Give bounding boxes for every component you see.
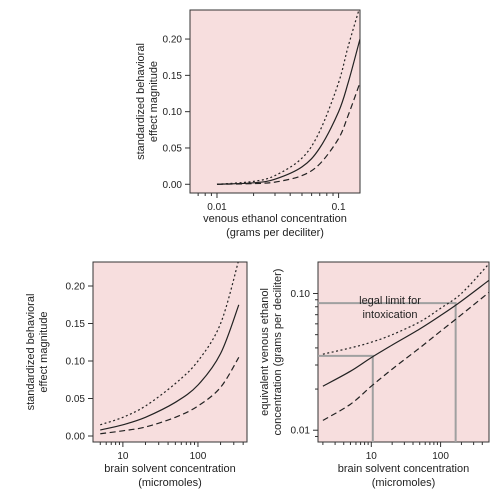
curves-group (322, 263, 489, 421)
x-tick-label: 100 (432, 451, 449, 462)
x-axis-label-units: (grams per deciliter) (226, 227, 324, 239)
series-line-solid (216, 38, 360, 185)
x-axis-label-units: (micromoles) (138, 477, 202, 489)
series-line-dotted (100, 262, 239, 426)
legal-limit-guide-2 (318, 302, 457, 442)
x-tick-label: 0.1 (332, 202, 346, 213)
y-axis-label: standardized behavioral (25, 294, 37, 411)
y-tick-label: 0.10 (291, 289, 311, 300)
y-axis-label-line2: effect magnitude (38, 311, 50, 392)
y-tick-label: 0.20 (66, 282, 86, 293)
y-tick-label: 0.10 (66, 357, 86, 368)
curves-group (216, 10, 360, 185)
plot-area (317, 261, 490, 443)
plot-area (92, 261, 248, 443)
y-tick-label: 0.20 (163, 35, 183, 46)
series-line-dashed (216, 82, 360, 185)
x-axis-label: venous ethanol concentration (203, 213, 347, 225)
y-tick-label: 0.00 (163, 180, 183, 191)
y-tick-label: 0.00 (66, 432, 86, 443)
x-tick-label: 100 (190, 451, 207, 462)
x-axis-label: brain solvent concentration (104, 463, 235, 475)
legal-limit-annotation-line2: intoxication (362, 309, 417, 321)
series-line-dashed (322, 291, 489, 421)
y-tick-label: 0.05 (66, 394, 86, 405)
series-line-dashed (100, 356, 240, 435)
x-axis-label-units: (micromoles) (372, 477, 436, 489)
plot-area (189, 9, 361, 194)
series-line-solid (100, 304, 240, 431)
y-tick-label: 0.15 (66, 319, 86, 330)
x-axis-label: brain solvent concentration (338, 463, 469, 475)
legal-limit-annotation: legal limit for (359, 295, 421, 307)
y-tick-label: 0.05 (163, 143, 183, 154)
x-tick-label: 10 (366, 451, 378, 462)
curves-group (100, 262, 240, 435)
y-axis-label: standardized behavioral (135, 43, 147, 160)
x-tick-label: 10 (117, 451, 129, 462)
y-axis-label: equivalent venous ethanol (259, 288, 271, 416)
y-tick-label: 0.01 (291, 426, 311, 437)
y-axis-label-line2: effect magnitude (148, 61, 160, 142)
y-tick-label: 0.15 (163, 71, 183, 82)
x-tick-label: 0.01 (207, 202, 227, 213)
y-tick-label: 0.10 (163, 107, 183, 118)
y-axis-label-line2: concentration (grams per deciliter) (272, 269, 284, 436)
series-line-solid (322, 279, 489, 387)
series-line-dotted (322, 263, 489, 355)
legal-limit-guide-1 (318, 354, 374, 442)
